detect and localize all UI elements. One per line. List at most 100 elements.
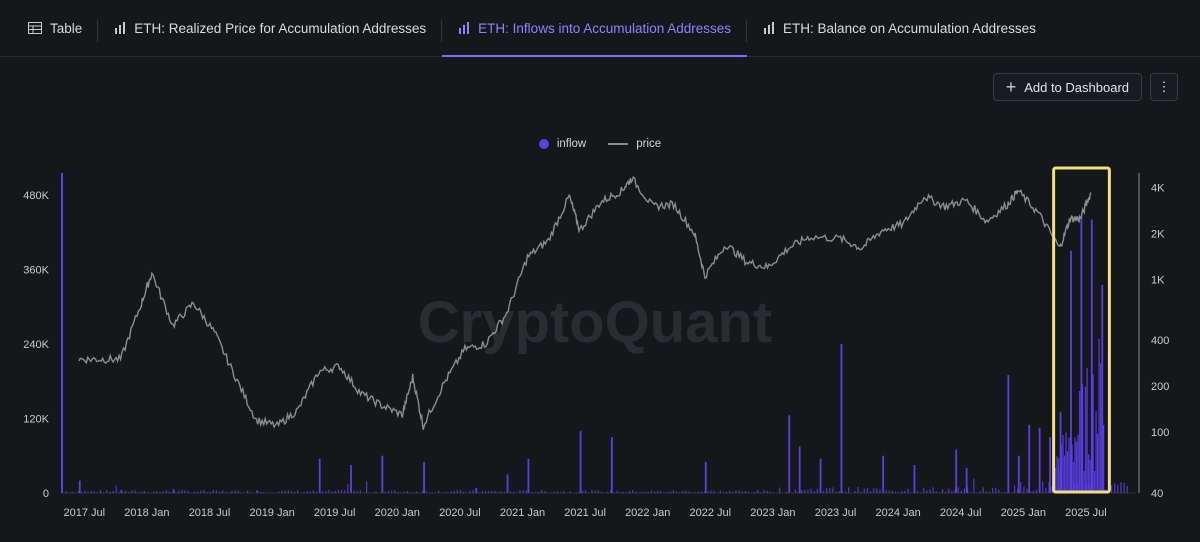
inflow-bar: [459, 490, 462, 493]
inflow-bar: [641, 491, 643, 493]
inflow-bar: [1095, 411, 1097, 493]
inflow-bar: [794, 489, 797, 493]
inflow-bar: [1120, 482, 1122, 493]
inflow-bar: [992, 487, 994, 493]
tab-realized-price[interactable]: ETH: Realized Price for Accumulation Add…: [98, 0, 443, 56]
inflow-swatch-icon: [538, 139, 549, 149]
inflow-bar: [318, 458, 321, 493]
inflow-bar: [156, 490, 158, 493]
inflow-bar: [707, 491, 709, 493]
inflow-bar: [312, 490, 314, 493]
inflow-bar: [484, 490, 487, 493]
tab-separator: [746, 20, 748, 42]
inflow-bar: [957, 487, 959, 493]
inflow-bar: [876, 488, 878, 493]
inflow-bar: [425, 491, 427, 493]
inflow-bar: [375, 491, 377, 493]
inflow-bar: [1007, 374, 1010, 493]
inflow-bar: [610, 437, 613, 493]
inflow-bar: [281, 490, 283, 493]
inflow-bar: [350, 465, 352, 493]
inflow-bar: [697, 491, 699, 493]
x-tick-label: 2021 Jan: [500, 507, 545, 519]
x-tick-label: 2018 Jan: [124, 507, 169, 519]
inflow-bar: [563, 490, 565, 493]
legend-item-price[interactable]: price: [608, 138, 661, 150]
inflow-bar: [735, 490, 737, 493]
tab-inflows[interactable]: ETH: Inflows into Accumulation Addresses: [442, 0, 748, 57]
right-tick-label: 100: [1151, 427, 1169, 439]
inflow-bar: [913, 465, 916, 493]
inflow-bar: [120, 489, 123, 493]
inflow-bar: [527, 458, 530, 493]
more-options-button[interactable]: ⋮: [1150, 73, 1178, 101]
inflow-bar: [290, 491, 293, 493]
inflow-bar: [503, 491, 505, 493]
bar-chart-icon: [764, 22, 775, 34]
add-to-dashboard-button[interactable]: + Add to Dashboard: [992, 73, 1142, 101]
x-tick-label: 2024 Jan: [875, 507, 920, 519]
inflow-bar: [960, 490, 962, 493]
x-tick-label: 2021 Jul: [564, 507, 606, 519]
inflow-bar: [1084, 386, 1087, 493]
inflow-bar: [475, 488, 478, 493]
table-icon: [28, 22, 42, 34]
inflow-bar: [556, 491, 559, 493]
inflow-bar: [196, 491, 199, 493]
inflow-bar: [325, 490, 327, 493]
inflow-bar: [1017, 455, 1020, 493]
inflow-bar: [616, 490, 618, 493]
x-tick-label: 2019 Jul: [314, 507, 356, 519]
highlight-box: [1052, 166, 1111, 494]
inflow-bar: [1068, 437, 1070, 493]
inflow-bar: [904, 490, 906, 493]
inflow-bar: [1080, 406, 1082, 493]
inflow-bar: [816, 488, 818, 493]
inflow-bar: [259, 491, 261, 493]
inflow-bar: [1049, 437, 1051, 493]
inflow-bar: [1083, 470, 1085, 493]
inflow-bar: [807, 489, 809, 493]
inflow-bar: [951, 490, 953, 493]
inflow-bar: [184, 490, 186, 493]
inflow-bar: [635, 491, 637, 493]
inflow-bar: [763, 490, 765, 493]
inflow-bar: [760, 492, 762, 493]
inflow-bar: [309, 491, 311, 493]
inflow-bar: [632, 490, 634, 493]
right-tick-label: 4K: [1151, 182, 1165, 194]
inflow-bar: [704, 461, 707, 493]
inflow-bar: [998, 489, 1000, 493]
inflow-bar: [657, 490, 659, 493]
inflow-bar: [500, 491, 502, 493]
inflow-bar: [585, 490, 587, 493]
tab-balance[interactable]: ETH: Balance on Accumulation Addresses: [747, 0, 1052, 56]
inflow-bar: [1093, 471, 1096, 493]
inflow-bar: [948, 488, 950, 493]
inflow-bar: [1038, 427, 1041, 493]
inflow-bar: [1087, 454, 1090, 493]
legend-item-inflow[interactable]: inflow: [538, 138, 586, 150]
inflow-bar: [622, 491, 624, 493]
inflow-bar: [93, 491, 95, 493]
inflow-bar: [172, 489, 175, 493]
left-tick-label: 120K: [23, 413, 49, 425]
inflow-bar: [315, 491, 318, 493]
inflow-bar: [519, 490, 521, 493]
inflow-bar: [663, 492, 665, 493]
inflow-bar: [766, 490, 768, 493]
inflow-bar: [1059, 470, 1061, 493]
inflow-bar: [1069, 458, 1072, 493]
x-tick-label: 2023 Jan: [750, 507, 795, 519]
x-tick-label: 2019 Jan: [249, 507, 294, 519]
inflow-bar: [334, 490, 336, 493]
inflow-bar: [1096, 433, 1099, 493]
inflow-bar: [218, 491, 221, 493]
inflow-bar: [262, 492, 264, 493]
legend-label: price: [636, 138, 662, 150]
tab-table[interactable]: Table: [0, 0, 99, 56]
inflow-bar: [985, 491, 987, 493]
inflow-bar: [898, 492, 900, 493]
inflow-bar: [162, 491, 164, 493]
inflow-bar: [1035, 489, 1038, 493]
